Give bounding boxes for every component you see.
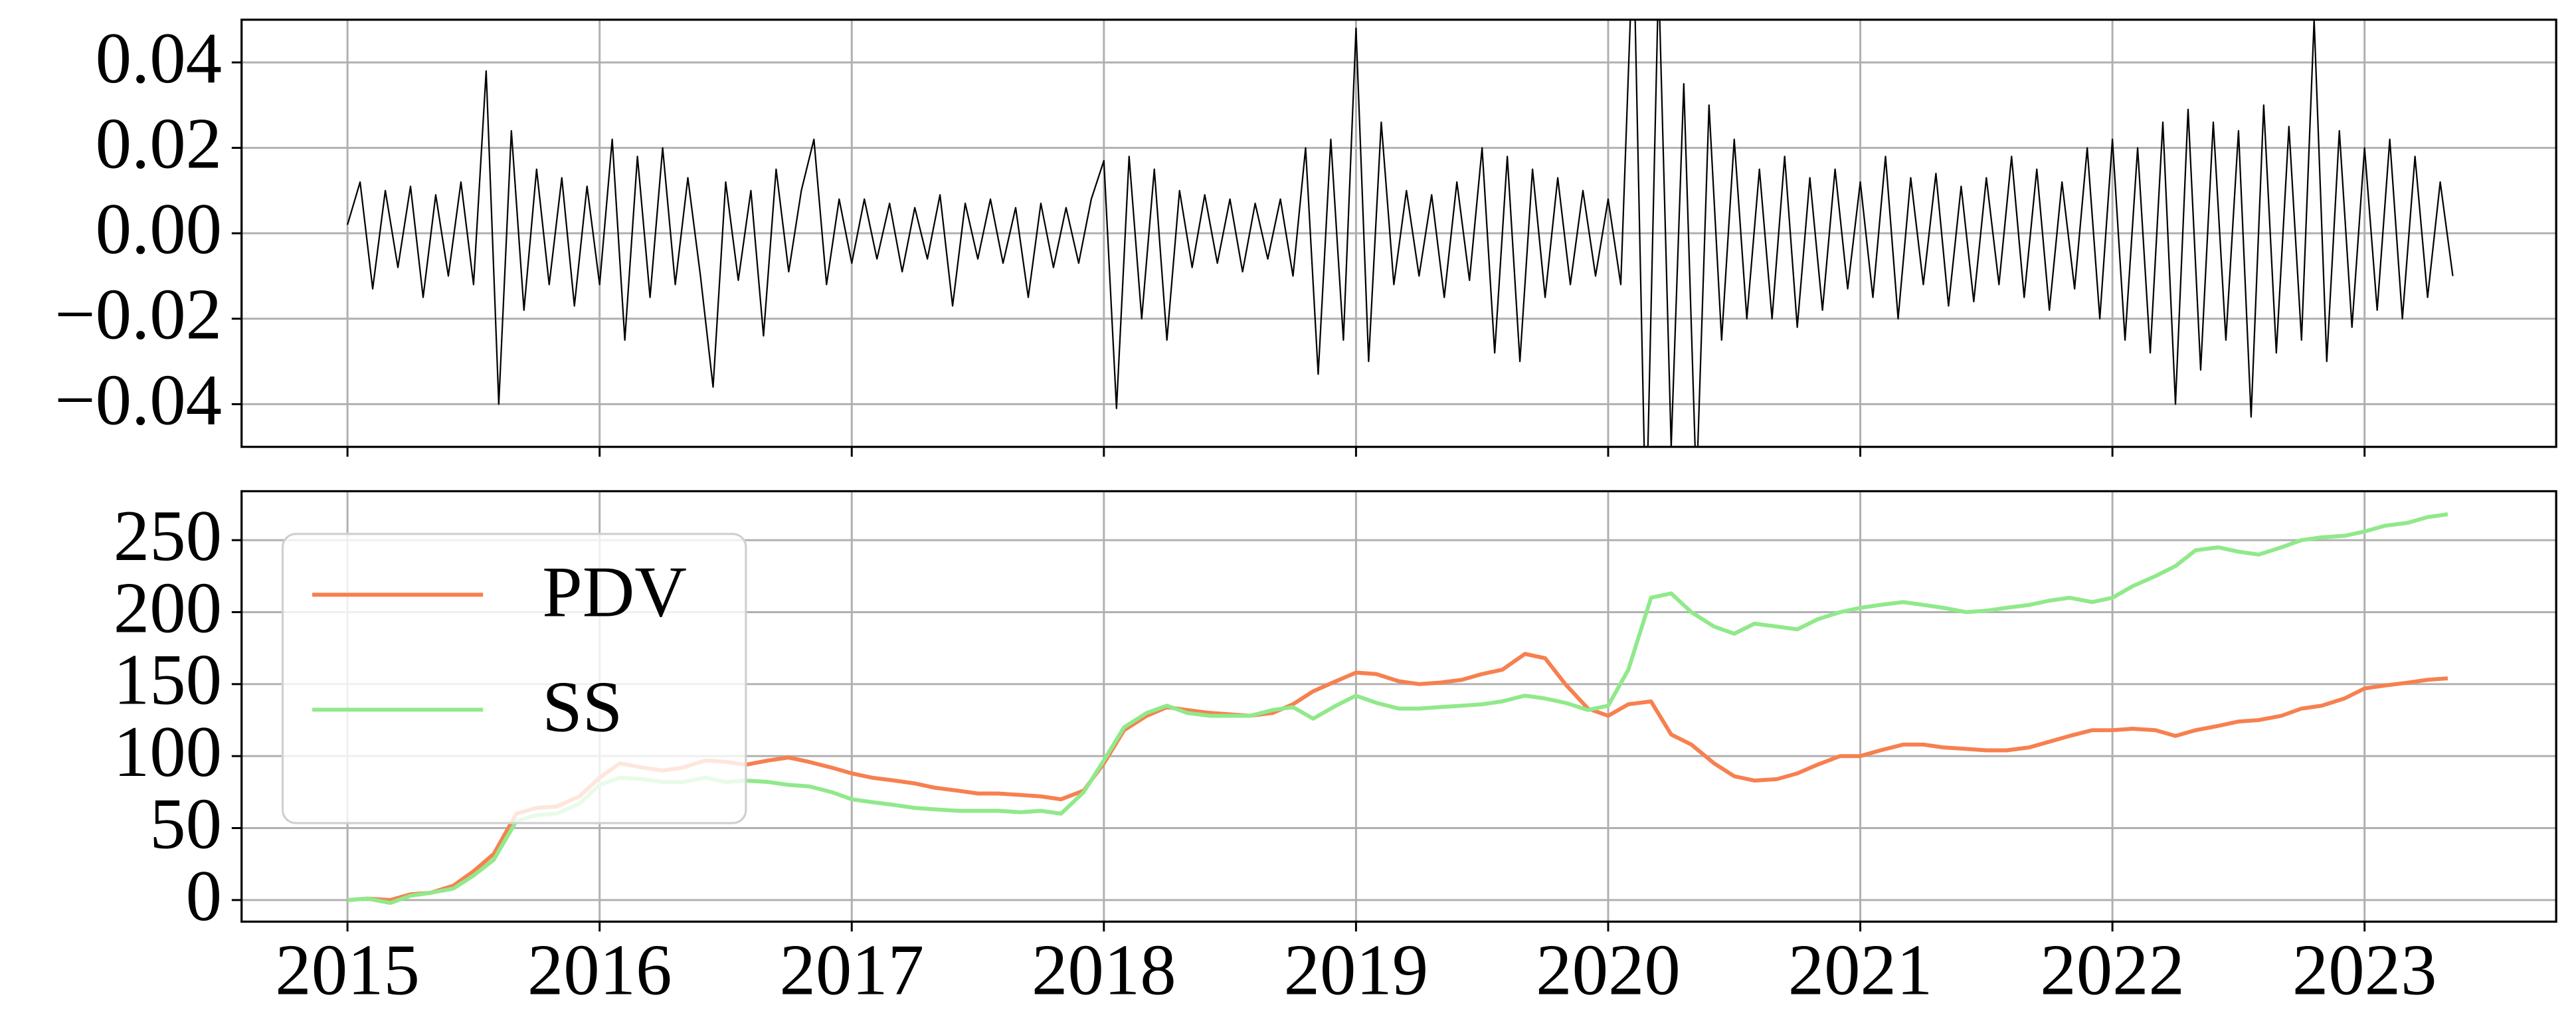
y-tick-label: 200 <box>114 567 222 648</box>
y-tick-label: 0.00 <box>96 189 222 269</box>
x-tick-label: 2016 <box>527 929 672 1010</box>
y-tick-label: 50 <box>149 783 222 864</box>
x-tick-label: 2017 <box>779 929 924 1010</box>
y-tick-label: −0.04 <box>54 359 222 440</box>
x-tick-label: 2022 <box>2040 929 2185 1010</box>
x-tick-label: 2021 <box>1788 929 1933 1010</box>
plot-area <box>347 19 2454 447</box>
y-tick-label: −0.02 <box>54 274 222 355</box>
axes-frame <box>240 19 2557 448</box>
legend-label: PDV <box>542 552 687 632</box>
x-tick-label: 2020 <box>1536 929 1681 1010</box>
data-line <box>347 19 2454 447</box>
legend-box <box>281 533 747 824</box>
y-tick-label: 150 <box>114 640 222 720</box>
y-tick-label: 250 <box>114 496 222 576</box>
y-tick-label: 100 <box>114 711 222 792</box>
y-tick-label: 0 <box>186 856 222 936</box>
y-tick-label: 0.02 <box>96 103 222 183</box>
x-tick-label: 2019 <box>1284 929 1429 1010</box>
y-tick-label: 0.04 <box>96 18 222 98</box>
x-tick-label: 2015 <box>275 929 420 1010</box>
legend-label: SS <box>542 667 622 747</box>
x-tick-label: 2023 <box>2292 929 2437 1010</box>
x-tick-label: 2018 <box>1032 929 1176 1010</box>
axes-frame <box>240 490 2557 923</box>
